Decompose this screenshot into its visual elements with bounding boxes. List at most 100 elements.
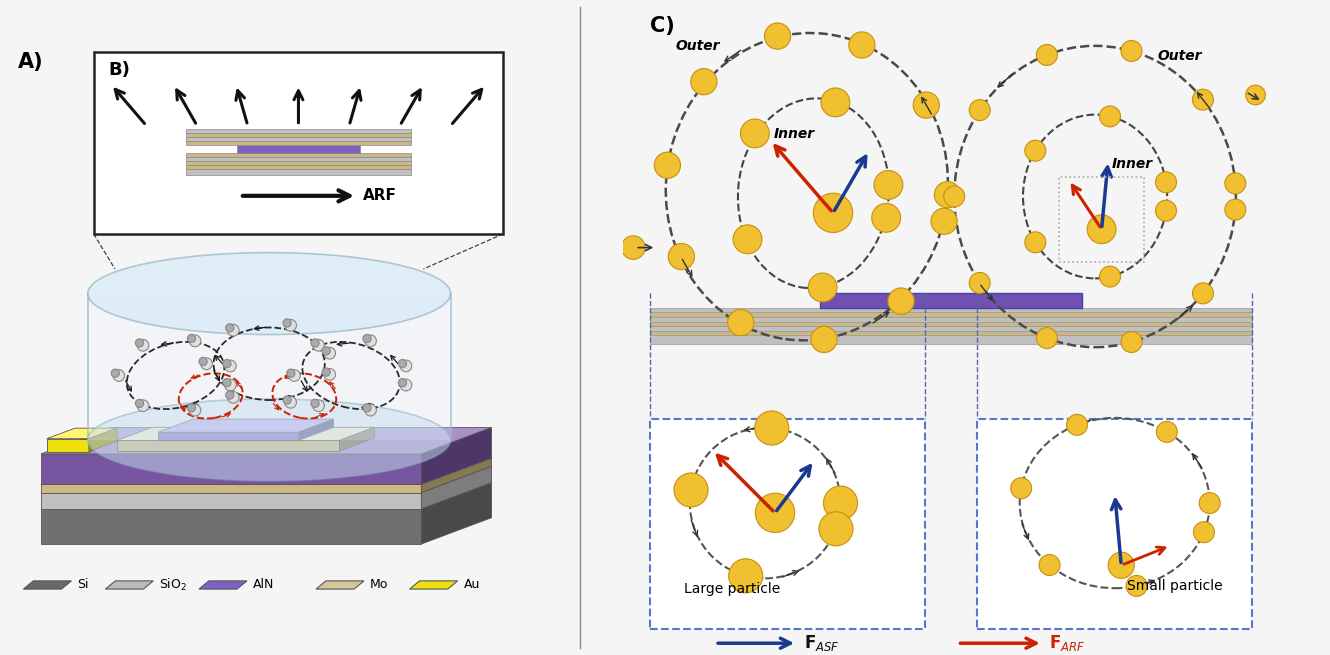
Circle shape	[1127, 575, 1146, 596]
Polygon shape	[88, 293, 451, 440]
Text: B): B)	[108, 61, 130, 79]
Text: $\mathbf{F}_{ASF}$: $\mathbf{F}_{ASF}$	[803, 633, 839, 653]
Polygon shape	[317, 581, 364, 589]
Polygon shape	[41, 493, 422, 509]
Polygon shape	[41, 458, 492, 484]
Text: SiO$_2$: SiO$_2$	[160, 577, 188, 593]
Circle shape	[323, 347, 335, 359]
Circle shape	[363, 335, 371, 343]
Text: Si: Si	[77, 578, 89, 591]
Circle shape	[1100, 106, 1120, 127]
Polygon shape	[24, 581, 72, 589]
Polygon shape	[41, 428, 492, 454]
Circle shape	[289, 369, 301, 381]
Text: Small particle: Small particle	[1128, 579, 1224, 593]
Circle shape	[287, 369, 295, 377]
Circle shape	[1036, 45, 1057, 66]
Circle shape	[313, 400, 325, 411]
Circle shape	[285, 396, 297, 408]
Circle shape	[136, 339, 144, 347]
Circle shape	[621, 236, 645, 259]
Circle shape	[809, 273, 837, 302]
Polygon shape	[117, 427, 375, 440]
Circle shape	[200, 358, 207, 365]
Circle shape	[690, 69, 717, 95]
Circle shape	[733, 225, 762, 253]
Circle shape	[674, 473, 708, 507]
Circle shape	[223, 379, 231, 387]
Circle shape	[755, 493, 794, 533]
Circle shape	[137, 400, 149, 411]
Text: AlN: AlN	[253, 578, 274, 591]
FancyBboxPatch shape	[93, 52, 503, 234]
Polygon shape	[41, 483, 492, 509]
Circle shape	[322, 368, 330, 376]
Polygon shape	[117, 440, 339, 451]
Polygon shape	[89, 428, 117, 451]
Polygon shape	[339, 427, 375, 451]
Circle shape	[944, 186, 964, 207]
Circle shape	[1036, 328, 1057, 348]
Text: Large particle: Large particle	[685, 582, 781, 597]
Text: Outer: Outer	[676, 39, 721, 53]
Circle shape	[874, 170, 903, 199]
Circle shape	[1156, 200, 1177, 221]
Circle shape	[283, 319, 291, 327]
Bar	[186, 170, 411, 176]
Polygon shape	[47, 428, 117, 439]
Circle shape	[137, 339, 149, 351]
Circle shape	[811, 326, 837, 352]
Circle shape	[323, 369, 335, 381]
Circle shape	[1156, 172, 1177, 193]
Circle shape	[741, 119, 769, 148]
Circle shape	[311, 339, 319, 347]
Circle shape	[1193, 521, 1214, 542]
FancyBboxPatch shape	[978, 419, 1253, 629]
Bar	[186, 157, 411, 161]
Circle shape	[188, 403, 196, 412]
Bar	[649, 322, 1253, 326]
Circle shape	[1039, 555, 1060, 576]
Circle shape	[399, 379, 407, 387]
Circle shape	[1121, 41, 1142, 62]
Text: ARF: ARF	[363, 189, 396, 203]
Circle shape	[1025, 232, 1045, 253]
Ellipse shape	[88, 253, 451, 335]
Circle shape	[1200, 493, 1220, 514]
Circle shape	[814, 193, 853, 233]
Circle shape	[188, 335, 196, 343]
Polygon shape	[422, 428, 492, 484]
Bar	[649, 312, 1253, 317]
Bar	[186, 132, 411, 137]
Circle shape	[765, 23, 790, 49]
Polygon shape	[200, 581, 247, 589]
Circle shape	[363, 403, 371, 412]
Circle shape	[225, 360, 237, 372]
Circle shape	[201, 358, 213, 369]
Bar	[186, 137, 411, 141]
Polygon shape	[422, 483, 492, 544]
Circle shape	[399, 360, 407, 367]
Text: Outer: Outer	[1157, 48, 1202, 63]
Bar	[649, 308, 1253, 312]
Circle shape	[914, 92, 939, 118]
Circle shape	[819, 512, 853, 546]
Circle shape	[654, 152, 681, 178]
Bar	[186, 153, 411, 157]
FancyBboxPatch shape	[649, 419, 924, 629]
Text: A): A)	[17, 52, 43, 73]
Circle shape	[189, 404, 201, 416]
Circle shape	[225, 379, 237, 391]
Circle shape	[754, 411, 789, 445]
Circle shape	[283, 396, 291, 404]
Circle shape	[970, 100, 990, 121]
Polygon shape	[422, 458, 492, 493]
Circle shape	[311, 400, 319, 407]
Circle shape	[1011, 477, 1032, 498]
Polygon shape	[41, 484, 422, 493]
Circle shape	[1025, 140, 1045, 161]
Circle shape	[1100, 266, 1120, 287]
Circle shape	[849, 32, 875, 58]
Circle shape	[1193, 89, 1213, 110]
Circle shape	[1087, 215, 1116, 244]
